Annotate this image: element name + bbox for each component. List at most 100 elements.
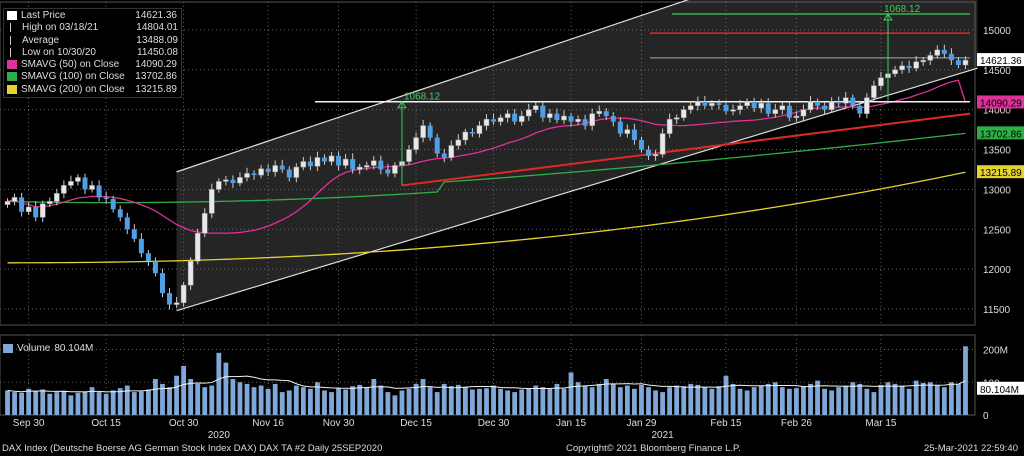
legend-row: SMAVG (100) on Close 13702.86 <box>7 71 178 83</box>
candle-body <box>518 115 525 122</box>
volume-bar <box>315 382 320 415</box>
candle-body <box>540 105 546 118</box>
candle-body <box>441 153 447 158</box>
candle-body <box>758 103 764 109</box>
candle-body <box>476 125 483 134</box>
candle-body <box>871 85 877 98</box>
volume-bar <box>885 382 891 415</box>
candle-body <box>680 109 687 118</box>
candle-body <box>11 197 18 202</box>
legend-row: SMAVG (200) on Close 13215.89 <box>7 84 178 96</box>
legend-row: Low on 10/30/20 11450.08 <box>7 47 178 59</box>
price-label-text: 13215.89 <box>980 168 1022 179</box>
candle-body <box>392 165 398 174</box>
x-tick-label: Feb 15 <box>710 418 742 429</box>
candle-body <box>117 209 123 218</box>
footer-timestamp: 25-Mar-2021 22:59:40 <box>923 443 1018 454</box>
volume-bar <box>19 392 25 415</box>
volume-bar <box>202 387 208 415</box>
candle-body <box>906 65 912 69</box>
candle-body <box>822 105 828 110</box>
candle-body <box>314 157 321 167</box>
legend-value: 13702.86 <box>135 71 177 83</box>
volume-bar <box>674 385 680 415</box>
candle-body <box>610 116 616 122</box>
candle-body <box>793 115 800 118</box>
candle-body <box>800 109 807 117</box>
volume-bar <box>188 379 194 415</box>
volume-bar <box>526 388 532 415</box>
candle-body <box>491 119 497 122</box>
candle-body <box>89 185 95 190</box>
legend-value: 14804.01 <box>136 22 178 34</box>
candle-body <box>941 49 947 54</box>
volume-label-box <box>977 381 1024 395</box>
x-tick-label: Jan 29 <box>626 418 656 429</box>
volume-bar <box>237 382 243 415</box>
candle-body <box>673 117 680 120</box>
candle-body <box>934 49 941 56</box>
legend-label: High on 03/18/21 <box>22 22 99 34</box>
volume-bar <box>33 391 39 415</box>
volume-bar <box>667 387 673 415</box>
candle-body <box>251 173 257 176</box>
legend-value: 14621.36 <box>135 10 177 21</box>
volume-bar <box>624 385 630 415</box>
volume-bar <box>336 388 341 415</box>
candle-body <box>646 149 652 156</box>
volume-bar <box>89 387 95 415</box>
volume-bar <box>934 385 940 415</box>
volume-bar <box>617 387 623 415</box>
sma200-swatch <box>7 84 17 94</box>
volume-bar <box>786 388 792 415</box>
volume-bar <box>364 387 370 415</box>
volume-bar <box>843 385 849 415</box>
volume-bar <box>138 391 144 415</box>
volume-bar <box>181 365 187 415</box>
volume-bar <box>878 384 884 415</box>
volume-bar <box>709 388 715 415</box>
volume-bar <box>68 395 74 415</box>
candle-body <box>561 115 567 121</box>
candle-body <box>350 159 356 170</box>
volume-bar <box>484 388 489 415</box>
volume-label-text: 80.104M <box>980 385 1019 396</box>
candle-body <box>955 60 961 66</box>
candle-body <box>652 154 659 157</box>
candle-body <box>286 169 292 178</box>
volume-bar <box>258 385 264 415</box>
candle-body <box>131 229 137 239</box>
candle-body <box>568 116 574 122</box>
volume-bar <box>568 372 574 415</box>
volume-bar <box>653 390 658 415</box>
volume-bar <box>378 385 384 415</box>
candle-body <box>328 155 335 162</box>
legend-row: Last Price 14621.36 <box>7 10 178 22</box>
y-tick-label: 12500 <box>983 225 1011 236</box>
volume-bar <box>448 386 454 415</box>
volume-bar <box>808 383 813 415</box>
candle-body <box>152 261 158 274</box>
average-marker <box>10 35 17 45</box>
price-label-text: 14090.29 <box>980 98 1022 109</box>
volume-bar <box>209 385 215 415</box>
volume-bar <box>223 362 229 415</box>
volume-bar <box>610 383 616 415</box>
volume-bar <box>582 385 588 415</box>
candle-body <box>124 217 130 230</box>
candle-body <box>751 101 757 109</box>
y-tick-label: 14000 <box>983 106 1011 117</box>
candle-body <box>878 77 884 86</box>
volume-bar <box>554 383 560 415</box>
volume-bar <box>801 386 806 415</box>
candle-body <box>406 149 412 162</box>
candle-body <box>223 179 229 182</box>
x-tick-label: Dec 30 <box>478 418 510 429</box>
volume-bar <box>279 392 285 415</box>
candle-body <box>554 113 560 121</box>
legend-label: Average <box>22 34 60 46</box>
candle-body <box>737 105 743 110</box>
candle-body <box>371 160 377 166</box>
